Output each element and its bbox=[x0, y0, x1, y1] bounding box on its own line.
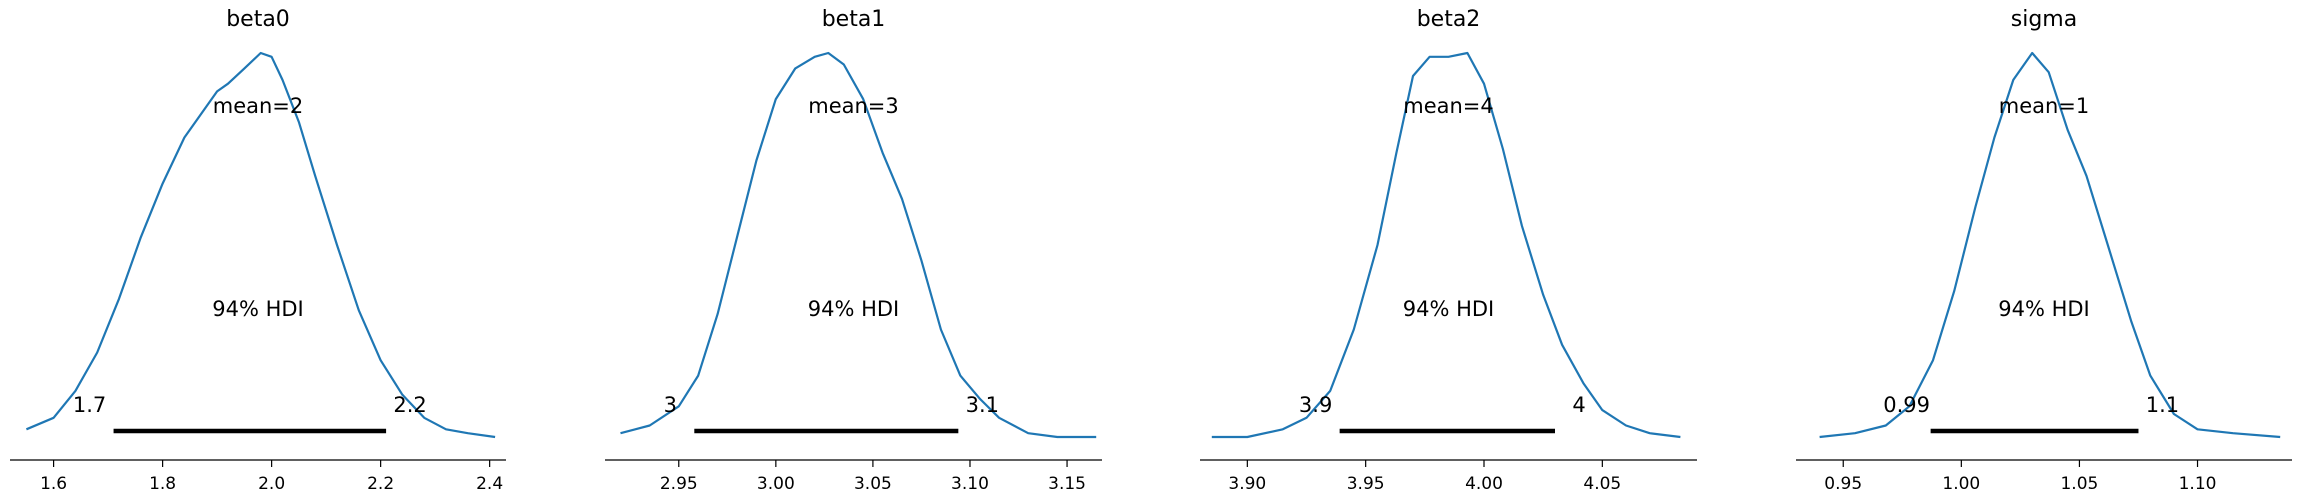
hdi-label: 94% HDI bbox=[1998, 297, 2090, 321]
hdi-label: 94% HDI bbox=[1403, 297, 1495, 321]
density-line bbox=[1211, 51, 1681, 439]
panel-title: beta0 bbox=[226, 7, 290, 32]
x-tick-label: 0.95 bbox=[1824, 474, 1862, 494]
density-line bbox=[1819, 51, 2281, 439]
panel-title: sigma bbox=[2011, 7, 2077, 32]
hdi-label: 94% HDI bbox=[808, 297, 900, 321]
x-tick-label: 2.2 bbox=[367, 474, 394, 494]
density-line bbox=[620, 51, 1097, 439]
hdi-lower-label: 1.7 bbox=[73, 393, 106, 417]
x-tick-label: 1.10 bbox=[2179, 474, 2217, 494]
panel-beta1: beta1 2.95 3.00 3.05 3.10 3.15 mean=3 94% HDI 3 3… bbox=[605, 7, 1102, 494]
hdi-upper-label: 3.1 bbox=[966, 393, 999, 417]
hdi-lower-label: 3.9 bbox=[1299, 393, 1332, 417]
x-tick-label: 4.00 bbox=[1465, 474, 1503, 494]
hdi-label: 94% HDI bbox=[212, 297, 304, 321]
hdi-upper-label: 2.2 bbox=[393, 393, 426, 417]
x-tick-label: 3.90 bbox=[1228, 474, 1266, 494]
density-line bbox=[25, 51, 496, 439]
hdi-lower-label: 3 bbox=[664, 393, 677, 417]
x-tick-label: 3.00 bbox=[757, 474, 795, 494]
hdi-lower-label: 0.99 bbox=[1883, 393, 1930, 417]
panel-beta0: beta0 1.6 1.8 2.0 2.2 2.4 mean=2 94% HDI 1.7 2.2 bbox=[10, 7, 506, 494]
x-tick-label: 1.8 bbox=[149, 474, 176, 494]
x-tick-label: 3.05 bbox=[854, 474, 892, 494]
x-tick-label: 1.6 bbox=[40, 474, 67, 494]
x-tick-label: 2.95 bbox=[660, 474, 698, 494]
mean-label: mean=3 bbox=[808, 94, 899, 118]
panel-beta2: beta2 3.90 3.95 4.00 4.05 mean=4 94% HDI 3.9 4 bbox=[1200, 7, 1697, 494]
hdi-upper-label: 4 bbox=[1572, 393, 1585, 417]
panel-sigma: sigma 0.95 1.00 1.05 1.10 mean=1 94% HDI 0.99 1.… bbox=[1796, 7, 2292, 494]
panel-title: beta1 bbox=[822, 7, 886, 32]
x-tick-label: 3.15 bbox=[1048, 474, 1086, 494]
mean-label: mean=4 bbox=[1403, 94, 1494, 118]
mean-label: mean=1 bbox=[1999, 94, 2090, 118]
x-tick-label: 3.95 bbox=[1347, 474, 1385, 494]
x-tick-label: 2.0 bbox=[258, 474, 285, 494]
x-tick-label: 4.05 bbox=[1583, 474, 1621, 494]
hdi-upper-label: 1.1 bbox=[2146, 393, 2179, 417]
mean-label: mean=2 bbox=[213, 94, 304, 118]
x-tick-label: 3.10 bbox=[951, 474, 989, 494]
x-tick-label: 1.05 bbox=[2060, 474, 2098, 494]
x-tick-label: 2.4 bbox=[476, 474, 503, 494]
panel-title: beta2 bbox=[1417, 7, 1481, 32]
x-tick-label: 1.00 bbox=[1942, 474, 1980, 494]
